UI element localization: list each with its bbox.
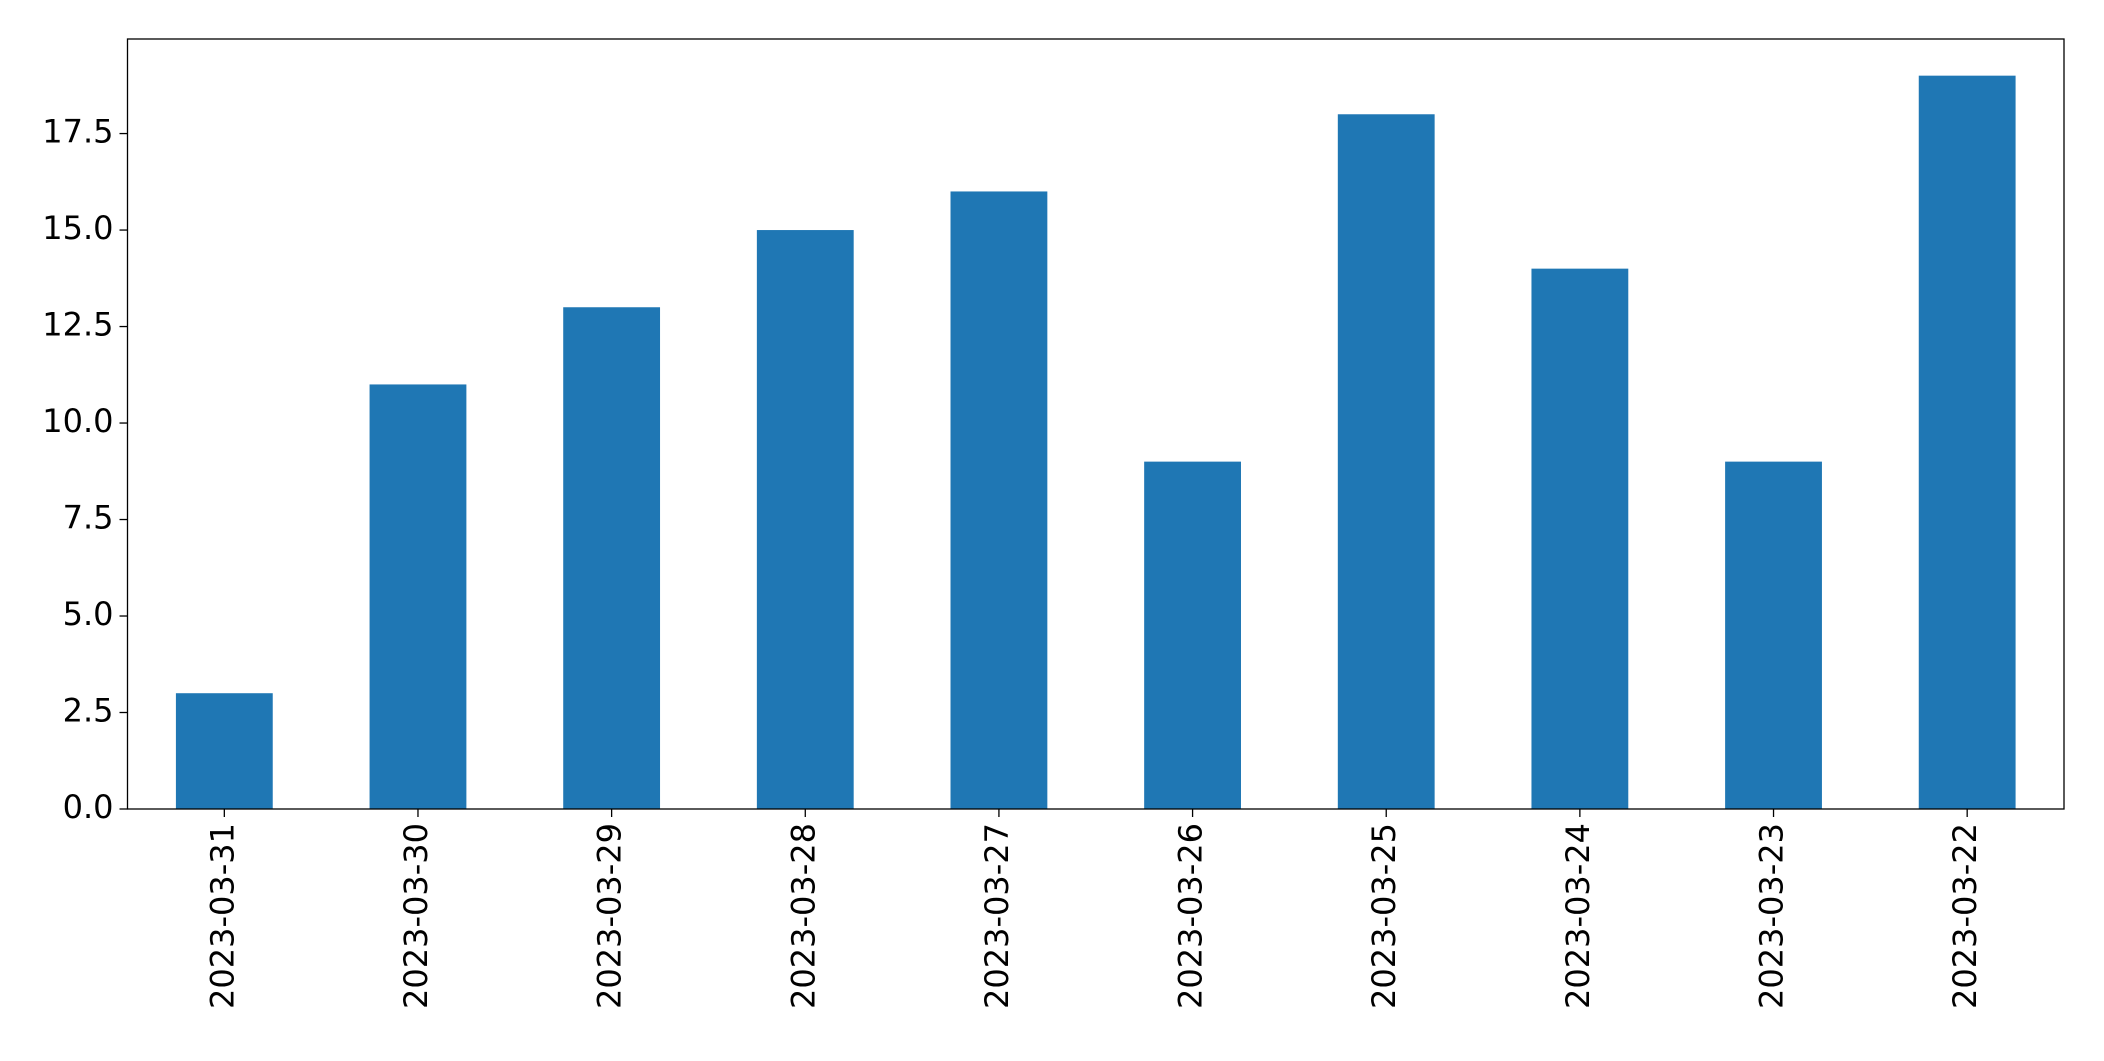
- y-tick-label: 17.5: [42, 113, 113, 151]
- x-tick-label: 2023-03-28: [784, 823, 822, 1009]
- bar: [175, 693, 273, 809]
- x-tick-label: 2023-03-23: [1753, 823, 1791, 1009]
- bar: [950, 191, 1048, 809]
- y-tick-label: 2.5: [63, 692, 114, 730]
- y-tick-label: 7.5: [63, 499, 114, 537]
- y-tick-label: 15.0: [42, 209, 113, 247]
- bar: [563, 307, 661, 809]
- x-tick-label: 2023-03-24: [1559, 823, 1597, 1009]
- x-tick-label: 2023-03-25: [1365, 823, 1403, 1009]
- x-tick-label: 2023-03-22: [1946, 823, 1984, 1009]
- bar: [369, 384, 467, 809]
- x-tick-label: 2023-03-31: [203, 823, 241, 1009]
- bar: [756, 230, 854, 810]
- bar: [1144, 461, 1241, 809]
- bar: [1918, 75, 2016, 809]
- x-tick-label: 2023-03-30: [397, 823, 435, 1009]
- y-tick-label: 10.0: [42, 402, 113, 440]
- x-tick-label: 2023-03-29: [591, 823, 629, 1009]
- bar: [1725, 461, 1822, 809]
- x-tick-label: 2023-03-27: [978, 823, 1016, 1009]
- y-tick-label: 5.0: [63, 595, 114, 633]
- y-tick-label: 0.0: [63, 788, 114, 826]
- y-tick-label: 12.5: [42, 306, 113, 344]
- plot-frame: [126, 38, 2065, 810]
- x-tick-label: 2023-03-26: [1172, 823, 1210, 1009]
- bar: [1531, 268, 1629, 809]
- bar: [1337, 114, 1435, 809]
